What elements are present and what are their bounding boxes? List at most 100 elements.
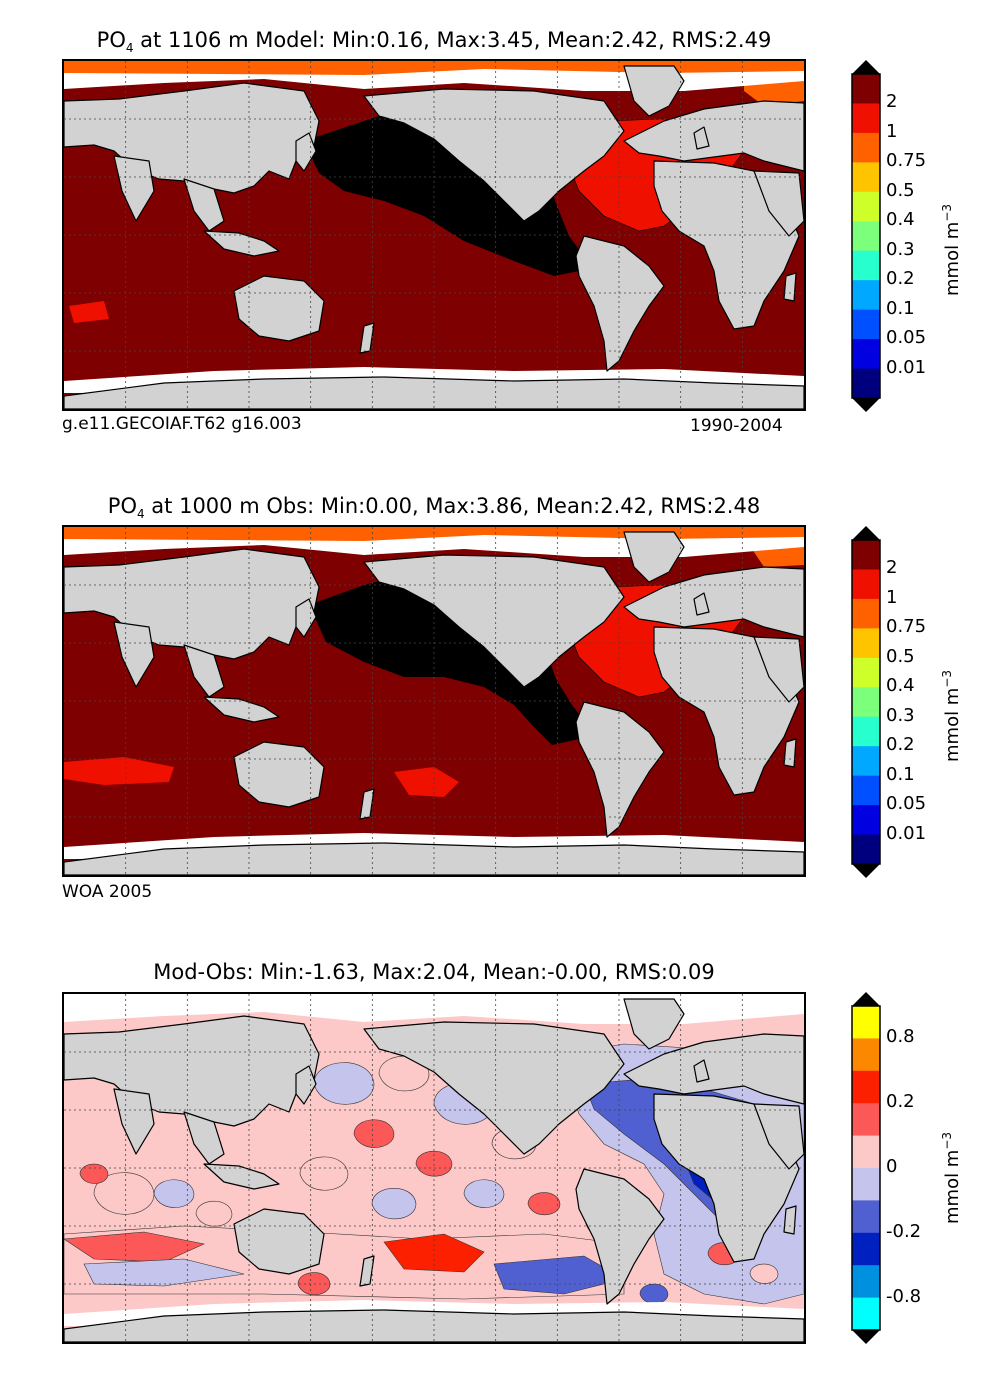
colorbar-segment (852, 657, 880, 688)
colorbar-segment (852, 598, 880, 629)
land-seasia (183, 178, 225, 232)
land-madagascar (783, 1205, 797, 1235)
land-greenland (623, 531, 685, 583)
field-region (527, 1192, 561, 1216)
field-region (79, 1163, 109, 1184)
land-namerica (363, 554, 625, 688)
land-uk (693, 1059, 710, 1083)
colorbar-segment (852, 834, 880, 865)
colorbar-tick-label: 0.8 (886, 1026, 915, 1048)
field-region (64, 757, 174, 785)
field-region (69, 301, 109, 323)
colorbar-segment (852, 746, 880, 777)
obs-map (62, 525, 806, 877)
colorbar-segment (852, 309, 880, 340)
land-australia (233, 1208, 325, 1275)
field-region (749, 1263, 779, 1284)
colorbar-segment (852, 1103, 880, 1137)
model-map (62, 59, 806, 411)
colorbar-extend-max (852, 526, 880, 540)
colorbar-tick-label: 0.1 (886, 763, 915, 785)
colorbar-segment (852, 1168, 880, 1201)
colorbar-tick-label: 1 (886, 120, 898, 142)
land-europe (623, 100, 804, 172)
colorbar-tick-label: 0.2 (886, 1091, 915, 1113)
colorbar-segment (852, 1232, 880, 1266)
map-svg (64, 994, 804, 1342)
field-region (415, 1150, 453, 1177)
colorbar-extend-max (852, 60, 880, 74)
land-indonesia (203, 1163, 280, 1190)
colorbar-svg (851, 60, 881, 412)
colorbar-tick-label: 0.01 (886, 356, 927, 378)
model-colorbar (851, 60, 881, 412)
land-indonesia (203, 696, 280, 723)
field-region (195, 1200, 233, 1227)
colorbar-tick-label: 0.01 (886, 822, 927, 844)
map-gridlines (64, 527, 804, 875)
colorbar-segment (852, 250, 880, 281)
colorbar-tick-label: 0.5 (886, 645, 915, 667)
land-arabia (753, 636, 804, 703)
difference-colorbar (851, 992, 881, 1344)
colorbar-units-label: mmol m−3 (940, 1131, 963, 1224)
obs-caption-left: WOA 2005 (62, 882, 153, 902)
colorbar-tick-label: 0.05 (886, 327, 927, 349)
colorbar-segment (852, 775, 880, 806)
colorbar-tick-label: 2 (886, 91, 898, 113)
field-region (299, 1156, 349, 1191)
colorbar-units-label: mmol m−3 (940, 669, 963, 762)
colorbar-segment (852, 805, 880, 836)
field-region (353, 1119, 395, 1148)
colorbar-tick-label: 0.4 (886, 675, 915, 697)
land-seasia (183, 1111, 225, 1165)
colorbar-extend-min (852, 864, 880, 878)
land-uk (693, 126, 710, 150)
colorbar-segment (852, 74, 880, 104)
map-svg (64, 527, 804, 875)
colorbar-extend-max (852, 992, 880, 1006)
field-region (153, 1179, 195, 1208)
colorbar-segment (852, 1265, 880, 1299)
obs-colorbar (851, 526, 881, 878)
model-caption-right: 1990-2004 (690, 416, 783, 436)
colorbar-segment (852, 1070, 880, 1104)
colorbar-extend-min (852, 1330, 880, 1344)
land-greenland (623, 998, 685, 1050)
land-asia (64, 548, 320, 660)
colorbar-tick-label: 0.1 (886, 297, 915, 319)
colorbar-segment (852, 280, 880, 311)
colorbar-tick-label: 2 (886, 557, 898, 579)
land-europe (623, 1033, 804, 1105)
colorbar-segment (852, 1006, 880, 1039)
colorbar-segment (852, 540, 880, 570)
colorbar-tick-label: -0.8 (886, 1285, 922, 1307)
colorbar-tick-label: 0.75 (886, 616, 927, 638)
colorbar-svg (851, 992, 881, 1344)
field-region (313, 1062, 375, 1105)
colorbar-tick-label: 0.2 (886, 734, 915, 756)
field-region (64, 1231, 205, 1263)
map-gridlines (64, 61, 804, 409)
land-madagascar (783, 738, 797, 768)
field-region (394, 767, 459, 797)
colorbar-tick-label: 0.3 (886, 238, 915, 260)
field-region (639, 1283, 669, 1304)
colorbar-segment (852, 569, 880, 600)
colorbar-tick-label: 0 (886, 1156, 898, 1177)
land-europe (623, 566, 804, 638)
land-asia (64, 82, 320, 194)
colorbar-segment (852, 716, 880, 747)
colorbar-tick-label: 0.4 (886, 209, 915, 231)
land-australia (233, 741, 325, 808)
colorbar-tick-label: 0.75 (886, 150, 927, 172)
colorbar-segment (852, 162, 880, 193)
colorbar-segment (852, 1200, 880, 1234)
panel-3-title: Mod-Obs: Min:-1.63, Max:2.04, Mean:-0.00… (153, 960, 715, 984)
land-australia (233, 275, 325, 342)
colorbar-segment (852, 1135, 880, 1169)
colorbar-units-label: mmol m−3 (940, 203, 963, 296)
land-greenland (623, 65, 685, 117)
land-seasia (183, 644, 225, 698)
field-region (463, 1179, 505, 1208)
